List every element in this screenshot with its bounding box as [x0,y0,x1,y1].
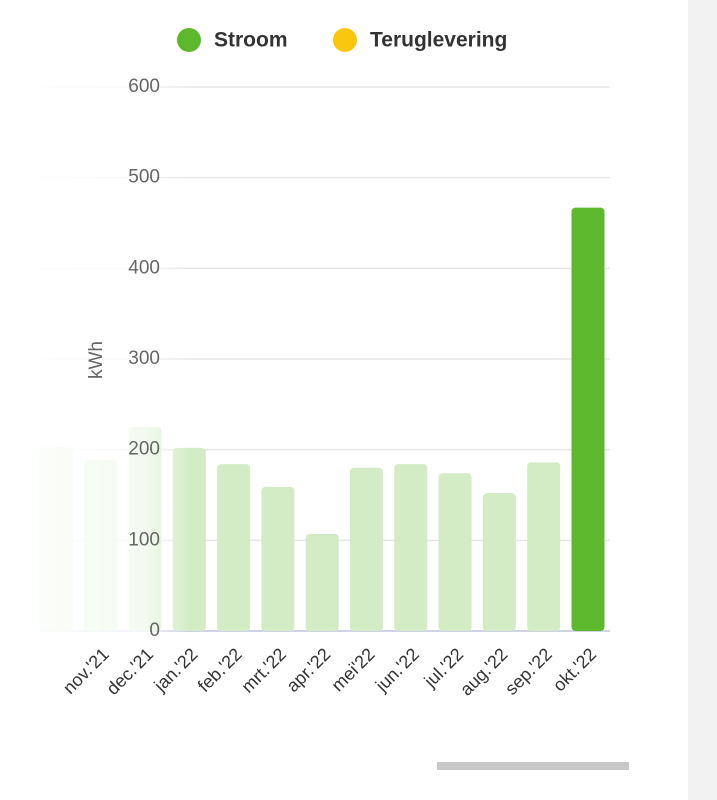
bar [482,493,516,631]
bar [394,464,428,631]
x-tick-label: apr.'22 [282,644,334,696]
scrollbar[interactable] [437,762,629,770]
y-tick-label: 400 [128,257,160,278]
bar [217,464,251,631]
bar [350,467,383,631]
legend-marker [333,28,357,52]
legend-marker [177,28,201,52]
y-tick-label: 300 [128,348,160,369]
y-tick-label: 100 [128,529,160,550]
y-tick-label: 500 [128,167,160,188]
fade-overlay [40,70,190,750]
y-axis-label: kWh [86,341,107,379]
y-tick-label: 600 [128,76,160,97]
y-tick-label: 0 [149,620,160,641]
x-tick-label: aug.'22 [456,644,512,700]
x-tick-label: sep.'22 [501,644,556,699]
y-tick-label: 200 [128,439,160,460]
x-tick-label: mei'22 [327,644,378,695]
bar [261,486,295,631]
bar [438,473,472,631]
x-tick-label: jun.'22 [371,644,423,696]
side-panel [688,0,717,800]
bar [305,533,339,631]
legend-label: Teruglevering [370,29,507,52]
x-tick-label: feb.'22 [194,644,246,696]
x-tick-label: mrt.'22 [237,644,290,697]
x-tick-label: okt.'22 [549,644,600,695]
bar [571,207,605,631]
bar [527,462,561,631]
legend-label: Stroom [214,29,288,52]
